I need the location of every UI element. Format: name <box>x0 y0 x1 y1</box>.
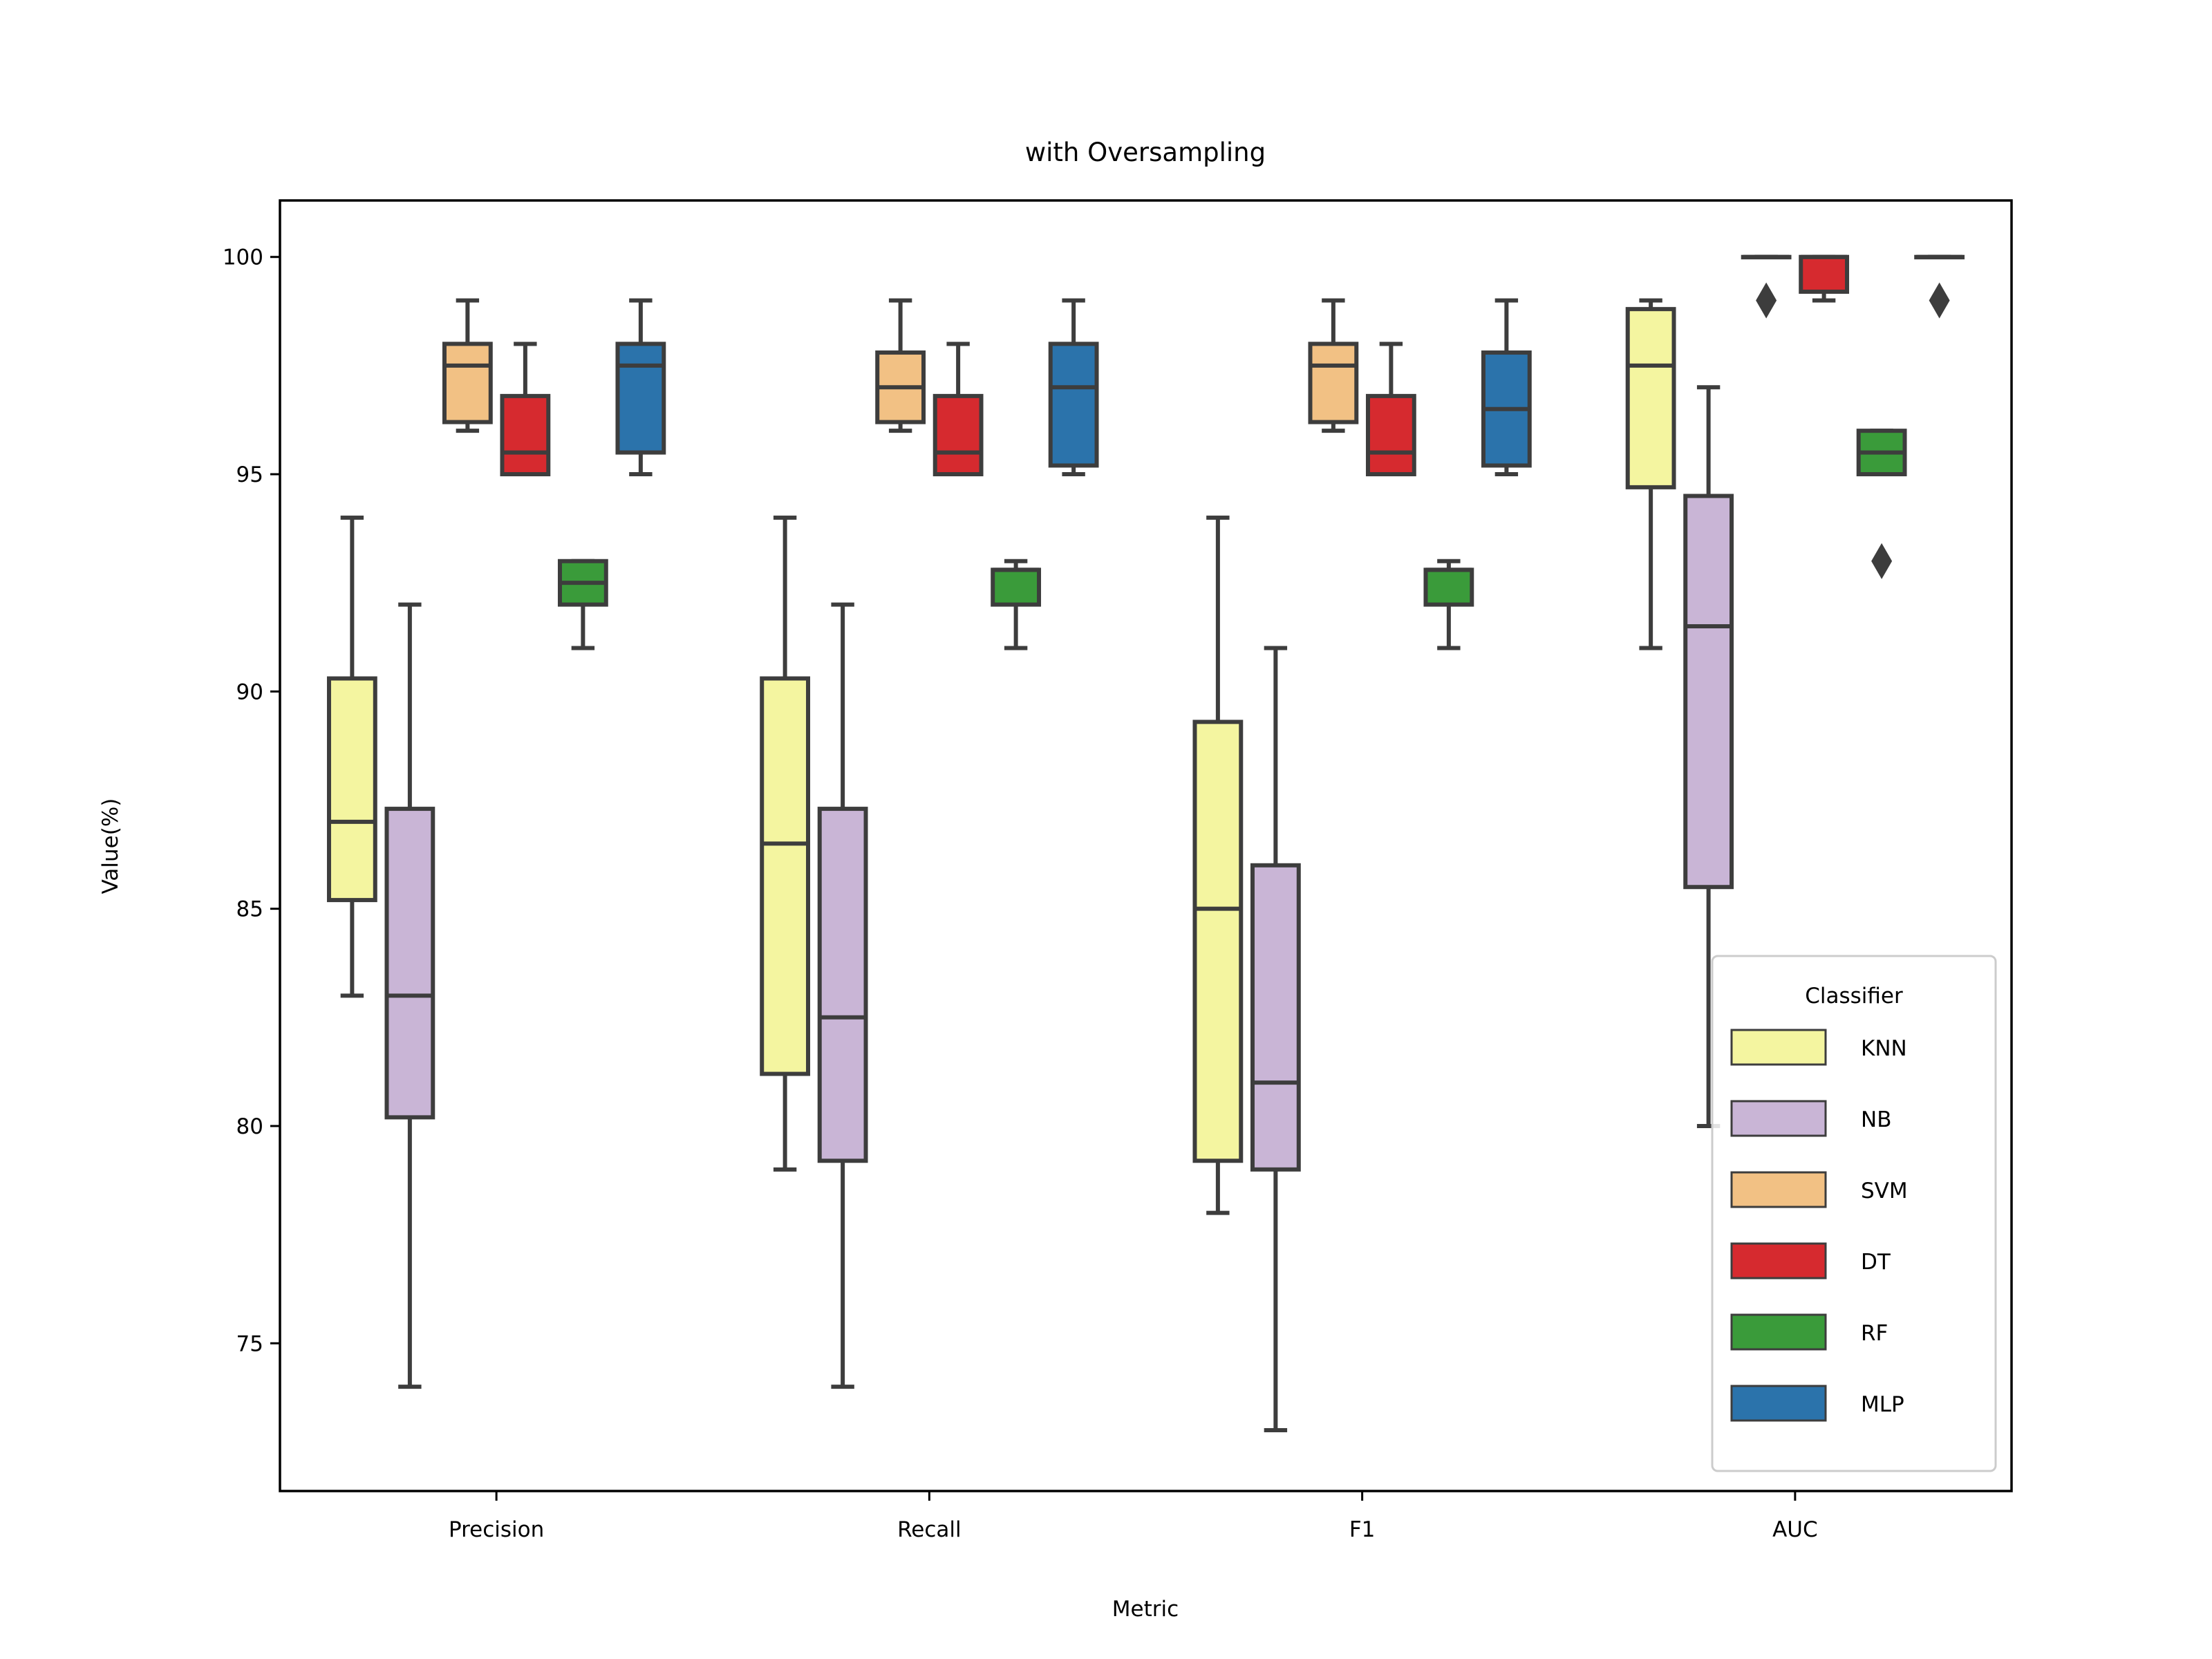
x-tick-label-f1: F1 <box>1349 1517 1376 1542</box>
y-tick-label: 85 <box>236 897 263 922</box>
box-rf-precision <box>557 559 608 650</box>
box-nb-auc <box>1683 385 1734 1128</box>
box-knn-f1 <box>1192 515 1244 1215</box>
legend-swatch-mlp <box>1730 1385 1827 1422</box>
legend-swatch-dt <box>1730 1242 1827 1280</box>
x-axis-label: Metric <box>1112 1597 1179 1622</box>
box-body <box>1308 341 1359 424</box>
y-axis-label: Value(%) <box>98 798 123 894</box>
box-dt-precision <box>500 341 551 477</box>
axes-frame <box>279 199 2013 1492</box>
box-rf-auc <box>1856 429 1907 579</box>
legend-swatch-svm <box>1730 1171 1827 1208</box>
legend-label-nb: NB <box>1861 1107 1891 1132</box>
box-mlp-recall <box>1048 298 1099 477</box>
x-tick-label-recall: Recall <box>897 1517 962 1542</box>
box-body <box>615 341 666 455</box>
box-body <box>1192 720 1244 1163</box>
legend-label-svm: SVM <box>1861 1179 1908 1203</box>
box-mlp-f1 <box>1481 298 1532 477</box>
box-body <box>817 807 868 1163</box>
box-svm-auc <box>1741 254 1792 319</box>
box-mlp-precision <box>615 298 666 477</box>
legend-title: Classifier <box>1805 984 1903 1009</box>
box-rf-f1 <box>1423 559 1474 650</box>
box-body <box>1365 393 1416 477</box>
box-body <box>1683 494 1734 890</box>
box-body <box>1250 863 1301 1172</box>
chart-title: with Oversampling <box>1025 138 1266 167</box>
outlier-point <box>1929 282 1950 319</box>
box-knn-precision <box>326 515 377 998</box>
legend-label-dt: DT <box>1861 1250 1891 1275</box>
outlier-point <box>1871 543 1893 579</box>
x-tick-label-precision: Precision <box>449 1517 544 1542</box>
box-svm-f1 <box>1308 298 1359 433</box>
box-body <box>326 676 377 903</box>
y-tick-label: 75 <box>236 1331 263 1356</box>
box-body <box>1423 568 1474 607</box>
y-tick-label: 90 <box>236 679 263 704</box>
box-svm-precision <box>442 298 493 433</box>
y-tick-label: 100 <box>223 245 263 270</box>
box-knn-recall <box>760 515 811 1172</box>
legend-swatch-rf <box>1730 1313 1827 1351</box>
legend-label-rf: RF <box>1861 1321 1888 1346</box>
box-body <box>1048 341 1099 468</box>
y-tick-label: 80 <box>236 1114 263 1139</box>
box-svm-recall <box>875 298 926 433</box>
legend-label-knn: KNN <box>1861 1036 1907 1061</box>
box-knn-auc <box>1625 298 1676 650</box>
box-dt-auc <box>1799 254 1850 303</box>
box-dt-recall <box>932 341 984 477</box>
box-body <box>442 341 493 424</box>
box-body <box>500 393 551 477</box>
box-nb-f1 <box>1250 646 1301 1432</box>
outlier-point <box>1756 282 1777 319</box>
box-body <box>1799 254 1850 294</box>
box-nb-precision <box>384 602 435 1389</box>
box-body <box>932 393 984 477</box>
legend-swatch-nb <box>1730 1100 1827 1137</box>
legend: Classifier KNN NB SVM DT RF MLP <box>1711 955 1997 1472</box>
box-body <box>384 807 435 1120</box>
legend-swatch-knn <box>1730 1029 1827 1066</box>
y-tick-label: 95 <box>236 462 263 487</box>
plot-area: 75 80 85 90 95 100 Precision Recall F1 AUC <box>223 199 2013 1542</box>
box-body <box>1625 307 1676 489</box>
box-mlp-auc <box>1914 254 1965 319</box>
box-body <box>991 568 1042 607</box>
box-rf-recall <box>991 559 1042 650</box>
box-dt-f1 <box>1365 341 1416 477</box>
legend-label-mlp: MLP <box>1861 1392 1904 1417</box>
x-tick-label-auc: AUC <box>1772 1517 1818 1542</box>
box-nb-recall <box>817 602 868 1389</box>
box-body <box>760 676 811 1076</box>
